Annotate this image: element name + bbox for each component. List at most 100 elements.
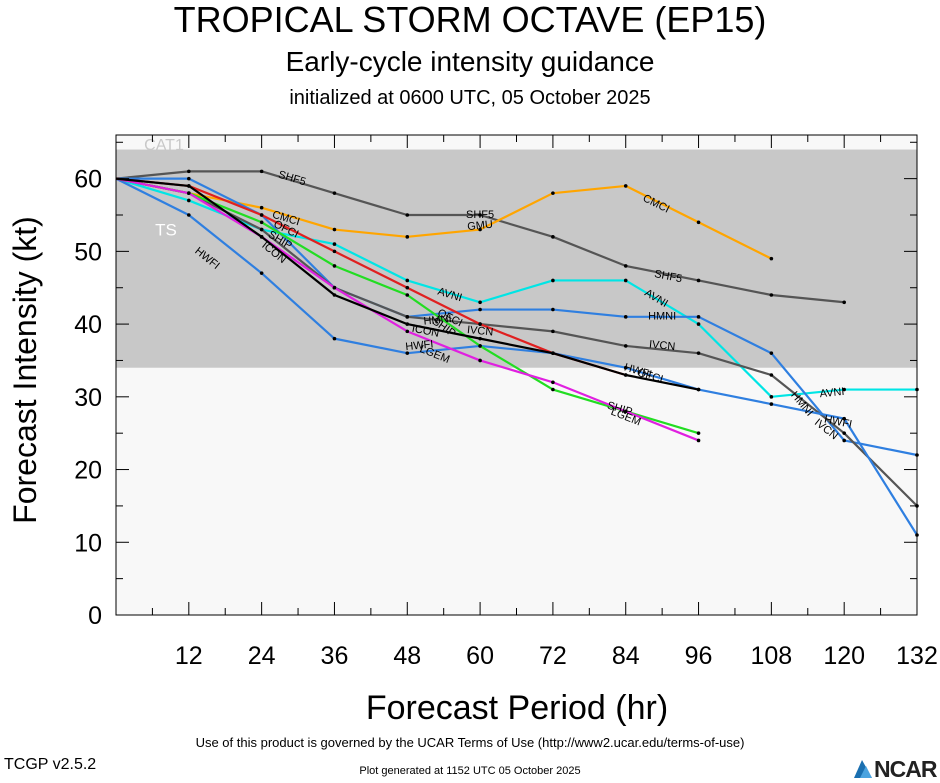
series-label-ivcn: IVCN: [648, 339, 675, 354]
data-point-hmni: [696, 315, 701, 319]
data-point-hmni: [551, 307, 555, 312]
data-point-ivcn: [405, 315, 410, 319]
data-point-shf5: [551, 235, 555, 239]
data-point-hmni: [478, 307, 482, 312]
series-label-ivcn: IVCN: [466, 324, 493, 339]
data-point-shf5: [478, 213, 482, 217]
y-tick-label: 0: [88, 602, 102, 630]
data-point-avni: [405, 278, 410, 283]
data-point-hwfi: [623, 365, 628, 370]
y-tick-label: 60: [74, 166, 102, 194]
band-label-ts: TS: [155, 220, 177, 239]
x-tick-label: 24: [248, 642, 276, 670]
data-point-ofci: [332, 249, 337, 254]
data-point-cmci: [769, 256, 774, 261]
data-point-avni: [623, 278, 628, 283]
data-point-avni: [696, 322, 701, 326]
data-point-cmci: [332, 227, 337, 232]
data-point-shf5: [769, 293, 774, 297]
series-label-hmni: HMNI: [648, 311, 676, 323]
data-point-ivcn: [696, 351, 701, 355]
x-tick-label: 84: [612, 642, 640, 670]
series-label-avni: AVNI: [819, 386, 845, 400]
series-label-hmni: HMNI: [423, 313, 452, 328]
ncar-logo-mark: [854, 760, 872, 778]
data-point-ivcn: [842, 431, 846, 435]
data-point-hwfi: [259, 271, 264, 275]
generated-time: Plot generated at 1152 UTC 05 October 20…: [359, 765, 581, 777]
data-point-ship: [551, 387, 555, 392]
series-label-icon: ICON: [411, 323, 440, 340]
x-tick-label: 60: [466, 642, 494, 670]
series-line-hwfi: [115, 177, 918, 536]
data-point-shf5: [405, 213, 410, 217]
data-point-icon: [696, 387, 701, 392]
band-label-cat1: CAT1: [144, 137, 184, 154]
data-point-icon: [405, 322, 410, 326]
series-label-cmci: GMU: [467, 219, 494, 233]
series-line-ivcn: [115, 177, 918, 507]
y-tick-label: 20: [74, 457, 102, 485]
x-tick-label: 36: [321, 642, 349, 670]
series-line-hmni: [116, 177, 918, 457]
data-point-shf5: [842, 300, 846, 305]
data-point-lgem: [551, 380, 555, 385]
data-point-icon: [478, 336, 482, 341]
data-point-lgem: [332, 285, 337, 290]
y-tick-label: 40: [74, 311, 102, 339]
data-point-lgem: [405, 329, 410, 334]
data-point-shf5: [623, 264, 628, 268]
data-point-ship: [332, 264, 337, 268]
data-point-lgem: [478, 358, 482, 363]
data-point-cmci: [259, 205, 264, 210]
x-tick-label: 12: [175, 642, 203, 670]
x-tick-label: 96: [685, 642, 713, 670]
data-point-hwfi: [842, 416, 846, 421]
init-time: initialized at 0600 UTC, 05 October 2025: [289, 87, 651, 109]
data-point-hwfi: [187, 213, 191, 217]
data-point-lgem: [187, 191, 191, 195]
data-point-lgem: [623, 409, 628, 414]
series-label-shf5: SHF5: [653, 268, 683, 285]
data-point-ivcn: [551, 329, 555, 334]
data-point-hmni: [187, 176, 191, 181]
data-point-icon: [332, 293, 337, 297]
x-tick-label: 48: [393, 642, 421, 670]
y-tick-label: 30: [74, 384, 102, 412]
y-tick-label: 10: [74, 529, 102, 557]
data-point-icon: [259, 235, 264, 239]
data-point-ship: [478, 344, 482, 348]
ncar-logo: NCAR: [852, 756, 940, 782]
data-point-shf5: [259, 169, 264, 174]
x-tick-label: 132: [896, 642, 938, 670]
chart-subtitle: Early-cycle intensity guidance: [285, 46, 655, 77]
x-tick-label: 72: [539, 642, 567, 670]
band-ts: [116, 149, 917, 368]
data-point-shf5: [187, 169, 191, 174]
data-point-cmci: [405, 235, 410, 239]
data-point-avni: [187, 198, 191, 203]
data-point-avni: [332, 242, 337, 246]
data-point-ofci: [259, 213, 264, 217]
data-point-icon: [551, 351, 555, 355]
data-point-avni: [769, 395, 774, 399]
y-tick-label: 50: [74, 238, 102, 266]
data-point-avni: [842, 387, 846, 392]
data-point-lgem: [696, 438, 701, 443]
ncar-logo-text: NCAR: [874, 756, 937, 782]
data-point-cmci: [551, 191, 555, 195]
data-point-ofci: [405, 285, 410, 290]
data-point-shf5: [696, 278, 701, 283]
x-axis-label: Forecast Period (hr): [366, 689, 668, 727]
data-point-hwfi: [769, 402, 774, 406]
data-point-hmni: [769, 351, 774, 355]
data-point-hwfi: [332, 336, 337, 341]
data-point-hwfi: [405, 351, 410, 355]
x-tick-label: 108: [751, 642, 793, 670]
data-point-ivcn: [623, 344, 628, 348]
data-point-cmci: [696, 220, 701, 225]
x-tick-label: 120: [823, 642, 865, 670]
data-point-shf5: [332, 191, 337, 195]
